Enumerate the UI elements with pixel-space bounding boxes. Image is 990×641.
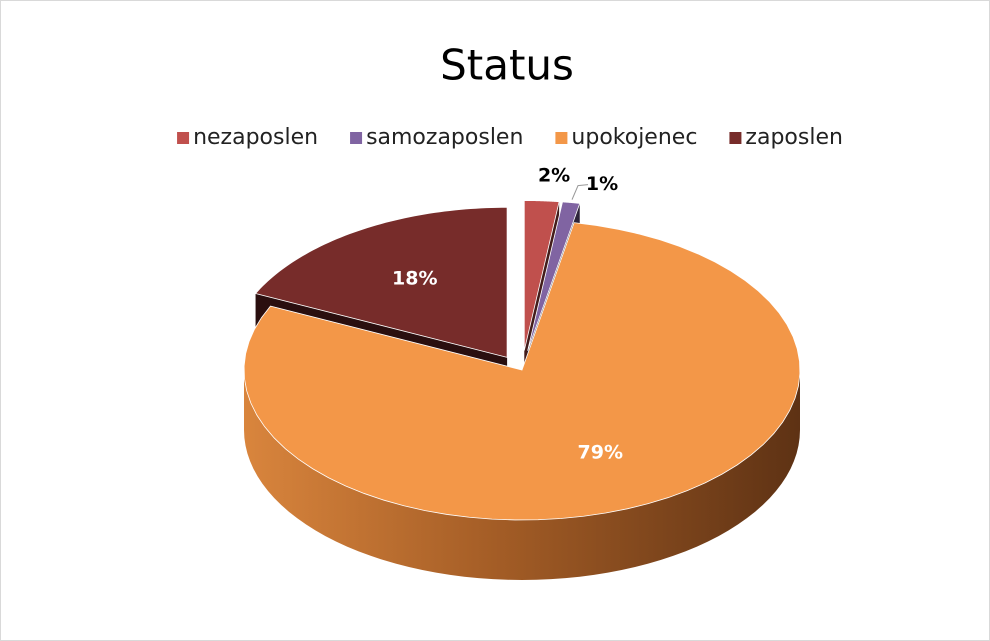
- slice: [523, 200, 560, 351]
- data-label: 2%: [538, 164, 570, 186]
- pie-tops: [243, 200, 801, 521]
- legend-swatch: [350, 132, 363, 144]
- chart-title: Status: [440, 41, 574, 90]
- slice: [527, 201, 581, 351]
- legend-swatch: [729, 132, 742, 144]
- legend-label: upokojenec: [571, 125, 697, 150]
- data-label: 79%: [578, 441, 623, 463]
- slice: [243, 222, 801, 521]
- legend-swatch: [177, 132, 190, 144]
- slice: [254, 206, 508, 358]
- legend-label: samozaposlen: [366, 125, 523, 150]
- leader-line: [571, 184, 589, 200]
- legend-label: zaposlen: [745, 125, 843, 150]
- data-label: 1%: [586, 173, 618, 195]
- legend-swatch: [555, 132, 568, 144]
- legend-label: nezaposlen: [193, 125, 318, 150]
- data-label: 18%: [392, 267, 437, 289]
- slice-side: [244, 370, 800, 580]
